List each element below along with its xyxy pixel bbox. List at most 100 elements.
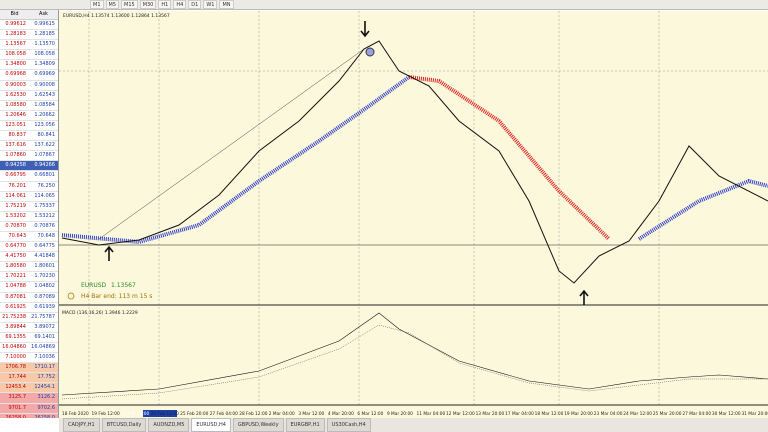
timeframe-button[interactable]: MN [219, 0, 234, 9]
quote-row: 1.75219 1.75337 [0, 202, 58, 212]
date-label: 18 Feb 2020 [62, 411, 89, 417]
ask: 0.69969 [34, 71, 55, 78]
ask: 3.89072 [34, 323, 55, 330]
ask: 114.065 [34, 192, 55, 199]
bid: 0.90003 [5, 81, 26, 88]
ask: 76.250 [37, 182, 56, 189]
tab[interactable]: BTCUSD,Daily [101, 418, 147, 432]
date-label: 24 Mar 12:00 [623, 411, 652, 417]
ask: 0.90008 [34, 81, 55, 88]
date-label: 19 Mar 20:00 [564, 411, 593, 417]
quote-row: 69.1355 69.1401 [0, 333, 58, 343]
date-label: 25 Mar 20:00 [653, 411, 682, 417]
date-label: 6 Mar 12:00 [357, 411, 383, 417]
ask: 1.34809 [34, 61, 55, 68]
date-label: 19 Feb 12:00 [92, 411, 120, 417]
bid: 70.643 [8, 232, 27, 239]
chart-window: EURUSD,H4 1.13574 1.13600 1.12864 1.1356… [59, 11, 768, 418]
tab[interactable]: EURGBP,H1 [285, 418, 325, 432]
timeframe-button[interactable]: W1 [203, 0, 218, 9]
bid: 21.75238 [2, 313, 26, 320]
ask: 69.1401 [34, 333, 55, 340]
ask: 0.64775 [34, 243, 55, 250]
quote-row: 108.058 108.058 [0, 50, 58, 61]
ask: 1.20662 [34, 111, 55, 118]
ask: 123.056 [34, 121, 55, 128]
quote-row: 3.89844 3.89072 [0, 323, 58, 333]
bid: 0.94258 [5, 162, 26, 169]
ask: 0.66801 [34, 172, 55, 179]
bid: 9701.7 [8, 404, 27, 411]
timeframe-button[interactable]: H1 [158, 0, 172, 9]
date-label: 13 Mar 20:00 [476, 411, 505, 417]
bid: 3.89844 [5, 323, 26, 330]
bid: 1.07860 [5, 152, 26, 159]
ask: 108.058 [34, 51, 55, 58]
ask: 137.622 [34, 142, 55, 149]
bid: 4.41750 [5, 253, 26, 260]
date-label: 27 Feb 04:00 [210, 411, 238, 417]
ask: 9702.6 [37, 404, 56, 411]
quote-row: 0.61925 0.61939 [0, 303, 58, 313]
quote-row: 0.87081 0.87089 [0, 293, 58, 303]
ask: 21.75787 [31, 313, 55, 320]
quote-row: 26258.0 26258.0 [0, 413, 58, 418]
bid: 0.69968 [5, 71, 26, 78]
bid: 137.616 [5, 142, 26, 149]
header-cell: Ask [39, 11, 48, 17]
quote-row: 16.04860 16.04869 [0, 343, 58, 354]
bid: 16.04860 [2, 344, 26, 350]
date-label: 2 Mar 04:00 [269, 411, 295, 417]
timeframe-button[interactable]: M1 [90, 0, 104, 9]
timeframe-button[interactable]: D1 [188, 0, 202, 9]
ask: 80.841 [37, 132, 56, 139]
symbol-label: EURUSD [81, 282, 107, 289]
quote-row: 1.20646 1.20662 [0, 111, 58, 121]
bid: 1.13567 [5, 41, 26, 48]
bid: 0.61925 [5, 303, 26, 310]
ask: 0.70876 [34, 222, 55, 229]
tab[interactable]: AUDNZD,M5 [148, 418, 190, 432]
quote-row: 80.837 80.841 [0, 131, 58, 142]
timeframe-button[interactable]: M15 [121, 0, 138, 9]
quote-row: 12453.4 12454.1 [0, 383, 58, 394]
ask: 1.80601 [34, 263, 55, 270]
ask: 1.13570 [34, 41, 55, 48]
tab[interactable]: CADJPY,H1 [63, 418, 100, 432]
quote-row: 9701.7 9702.6 [0, 403, 58, 414]
quote-row: 0.64770 0.64775 [0, 242, 58, 253]
date-label: 30 Mar 12:00 [712, 411, 741, 417]
toolbar: M1 M5 M15 M30 H1 H4 D1 W1 MN [0, 0, 768, 10]
quote-row: 0.70870 0.70876 [0, 222, 58, 232]
ask: 0.87089 [34, 293, 55, 300]
quote-row: 1.80580 1.80601 [0, 262, 58, 273]
date-label: 25 Feb 20:00 [180, 411, 208, 417]
timeframe-button[interactable]: H4 [173, 0, 187, 9]
ask: 1710.17 [34, 364, 55, 371]
ask: 0.99615 [34, 21, 55, 27]
ask: 70.648 [37, 232, 56, 239]
ask: 1.62543 [34, 91, 55, 98]
tab[interactable]: US30Cash,H4 [326, 418, 371, 432]
quote-row: 1.53202 1.53212 [0, 212, 58, 222]
timeframe-button[interactable]: M30 [139, 0, 157, 9]
bid: 26258.0 [5, 414, 26, 418]
tab[interactable]: GBPUSD,Weekly [232, 418, 284, 432]
bid: 114.061 [5, 192, 26, 199]
bid: 1.62530 [5, 91, 26, 98]
quote-row: 137.616 137.622 [0, 141, 58, 152]
tab[interactable]: EURUSD,H4 [191, 418, 231, 432]
timeframe-button[interactable]: M5 [105, 0, 119, 9]
bid: 1.28183 [5, 31, 26, 38]
ask: 16.04869 [31, 344, 55, 350]
quote-row: 1.08580 1.08584 [0, 101, 58, 111]
quote-row: 0.99612 0.99615 [0, 20, 58, 31]
market-watch-header: Bid Ask [0, 10, 58, 20]
date-label: 27 Mar 04:00 [682, 411, 711, 417]
date-label: 3 Mar 12:00 [298, 411, 324, 417]
market-watch: Bid Ask 0.99612 0.99615 1.28183 1.28185 1.13… [0, 10, 59, 418]
ask: 4.41848 [34, 253, 55, 260]
quote-row: 1.34800 1.34809 [0, 60, 58, 71]
quote-row: 1.62530 1.62543 [0, 91, 58, 101]
